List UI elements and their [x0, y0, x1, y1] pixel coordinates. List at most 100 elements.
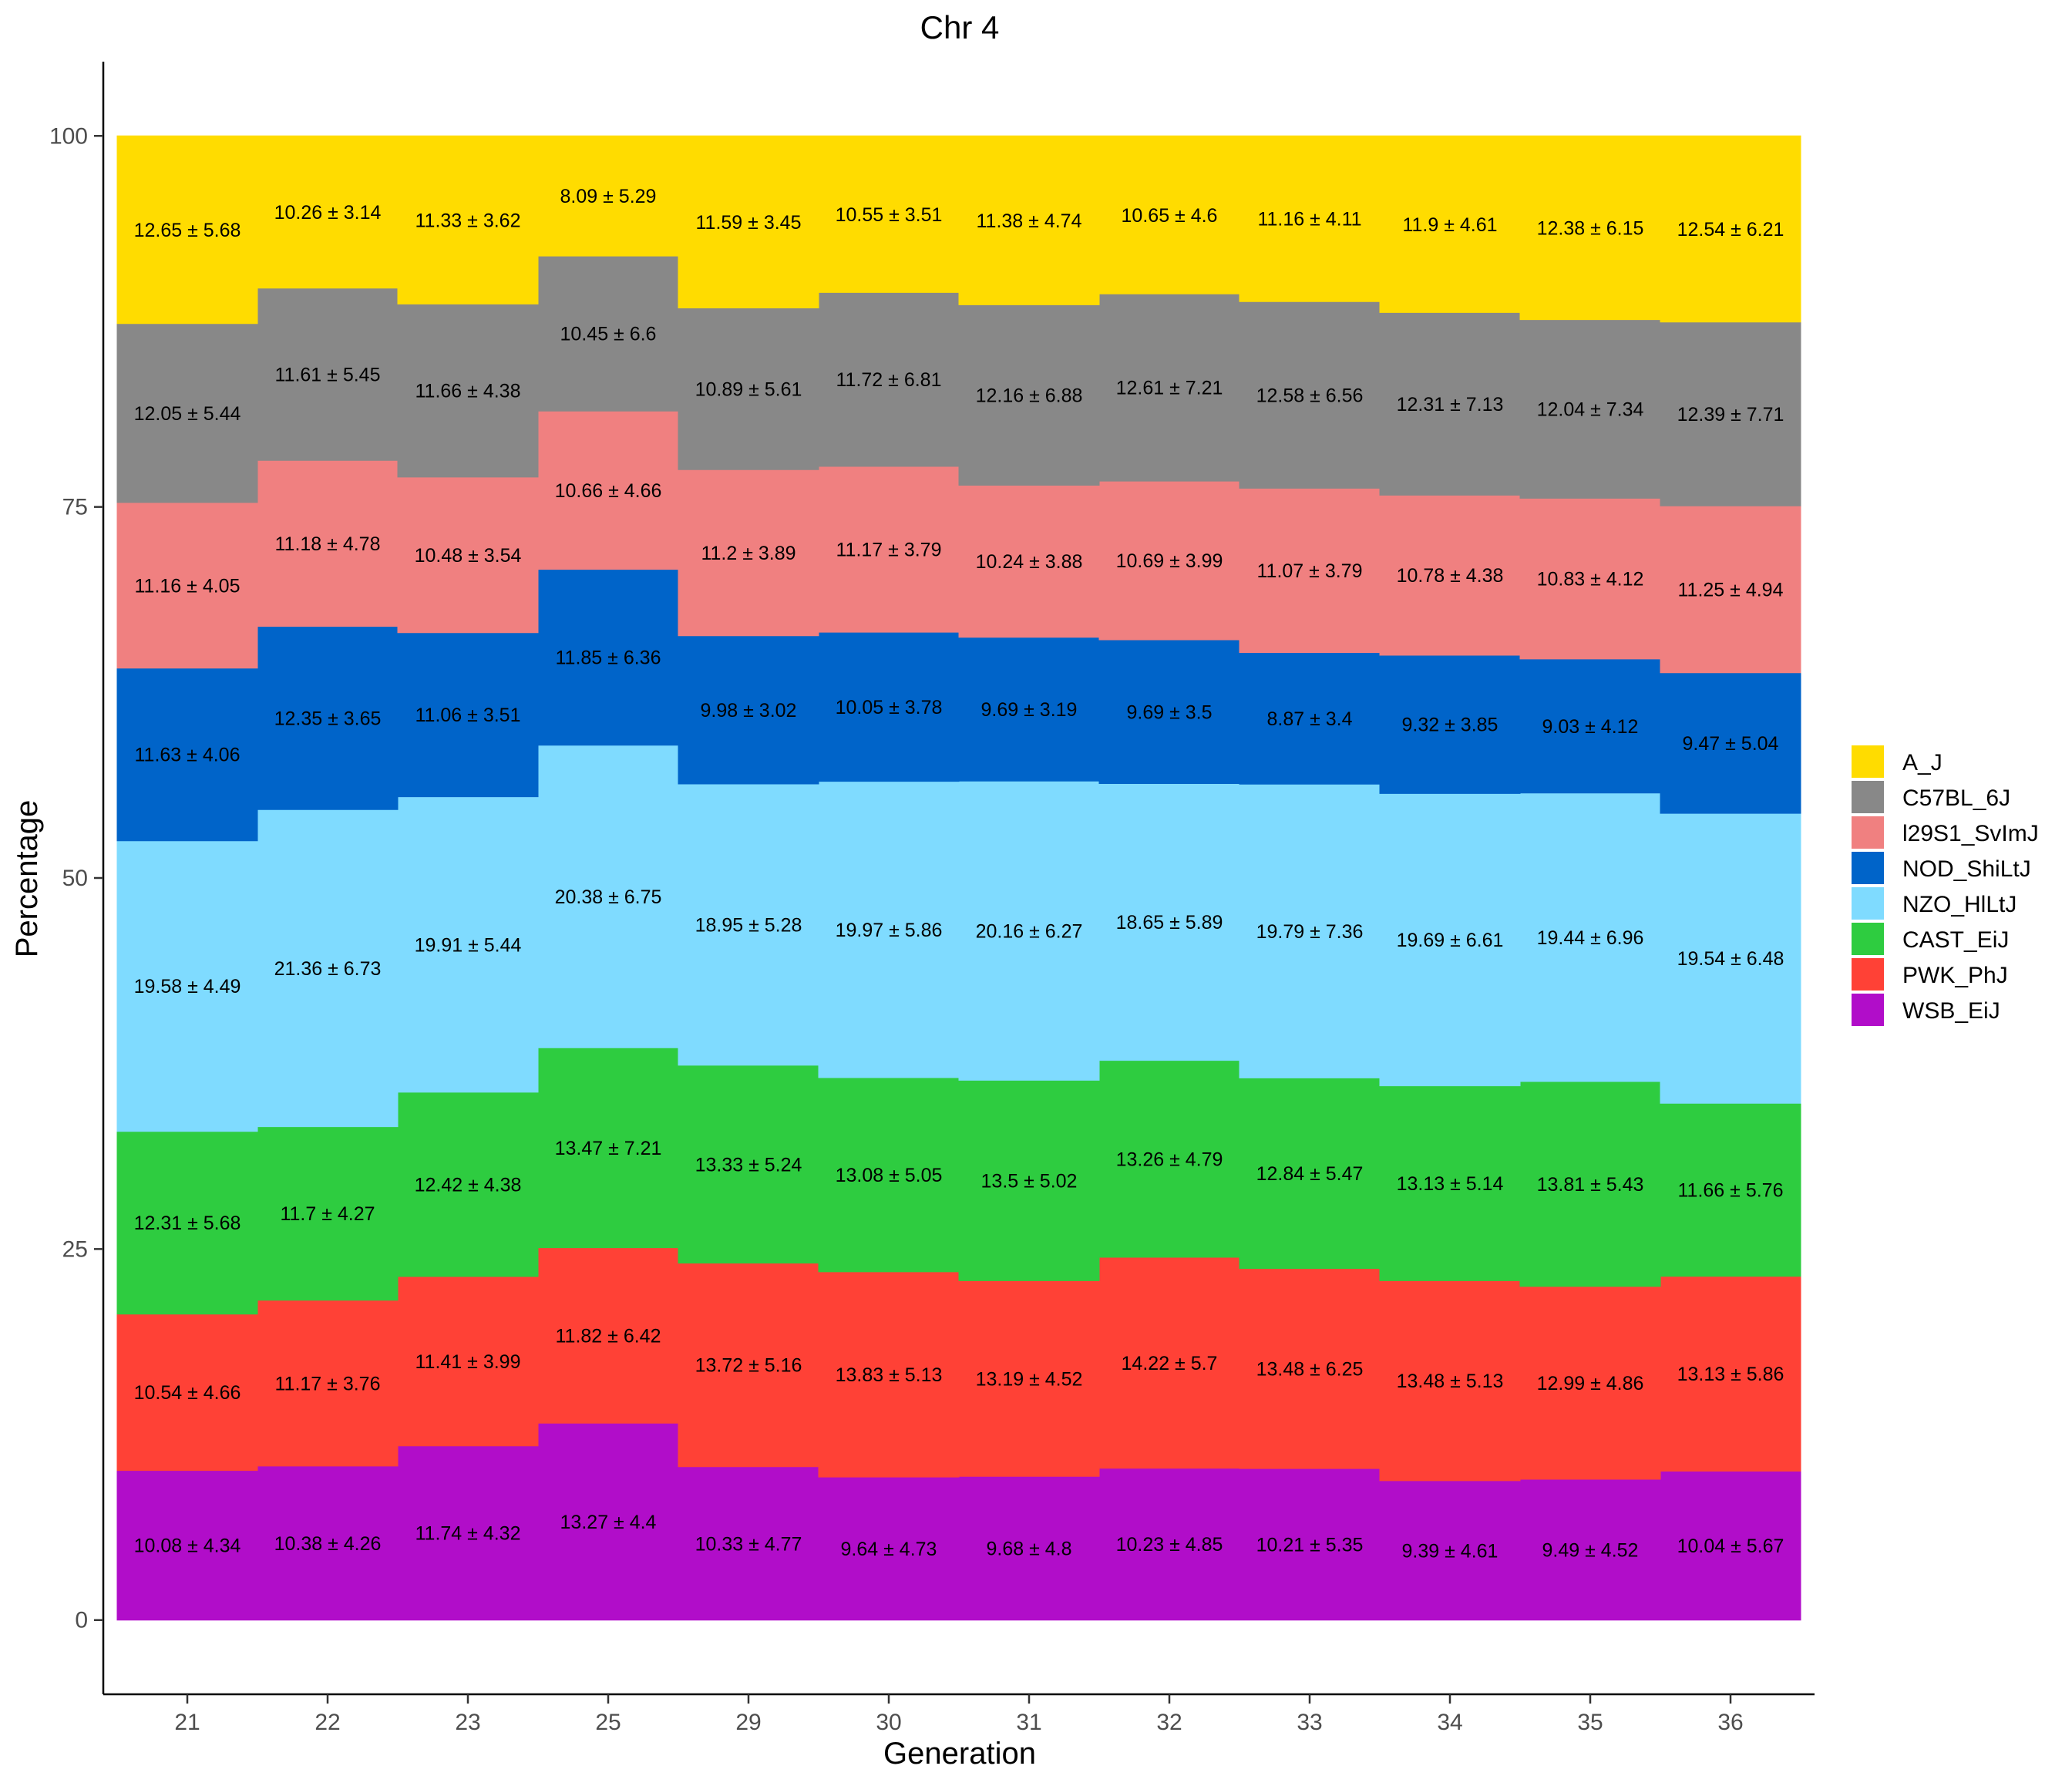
legend-swatch-l29S1_SvImJ	[1852, 816, 1884, 849]
segment-label-NZO_HlLtJ-31: 20.16 ± 6.27	[976, 920, 1083, 942]
segment-label-NOD_ShiLtJ-22: 12.35 ± 3.65	[274, 708, 382, 730]
legend-swatch-NZO_HlLtJ	[1852, 887, 1884, 920]
segment-label-A_J-35: 12.38 ± 6.15	[1537, 217, 1644, 239]
segment-label-l29S1_SvImJ-35: 10.83 ± 4.12	[1537, 569, 1644, 590]
segment-label-A_J-22: 10.26 ± 3.14	[274, 202, 382, 224]
segment-label-NOD_ShiLtJ-31: 9.69 ± 3.19	[981, 699, 1078, 721]
segment-label-CAST_EiJ-25: 13.47 ± 7.21	[555, 1138, 662, 1159]
segment-label-C57BL_6J-30: 11.72 ± 6.81	[836, 369, 942, 391]
segment-label-NOD_ShiLtJ-32: 9.69 ± 3.5	[1126, 701, 1212, 723]
x-tick-label-32: 32	[1156, 1710, 1182, 1735]
segment-label-NOD_ShiLtJ-21: 11.63 ± 4.06	[135, 745, 240, 766]
segment-label-PWK_PhJ-22: 11.17 ± 3.76	[275, 1373, 381, 1394]
segment-label-NZO_HlLtJ-29: 18.95 ± 5.28	[695, 915, 802, 937]
legend-swatch-CAST_EiJ	[1852, 923, 1884, 955]
segment-label-l29S1_SvImJ-30: 11.17 ± 3.79	[836, 540, 942, 561]
segment-label-NZO_HlLtJ-35: 19.44 ± 6.96	[1537, 927, 1644, 949]
segment-label-l29S1_SvImJ-32: 10.69 ± 3.99	[1116, 550, 1223, 572]
x-tick-label-29: 29	[735, 1710, 761, 1735]
segment-label-NZO_HlLtJ-36: 19.54 ± 6.48	[1677, 948, 1784, 970]
segment-label-A_J-36: 12.54 ± 6.21	[1677, 219, 1784, 240]
x-tick-label-33: 33	[1297, 1710, 1322, 1735]
segment-label-C57BL_6J-33: 12.58 ± 6.56	[1256, 385, 1364, 406]
segment-label-PWK_PhJ-30: 13.83 ± 5.13	[836, 1364, 943, 1386]
segment-label-WSB_EiJ-21: 10.08 ± 4.34	[134, 1536, 241, 1557]
segment-label-l29S1_SvImJ-25: 10.66 ± 4.66	[555, 480, 662, 502]
segment-label-PWK_PhJ-35: 12.99 ± 4.86	[1537, 1373, 1644, 1394]
segment-label-WSB_EiJ-32: 10.23 ± 4.85	[1116, 1534, 1223, 1556]
segment-label-PWK_PhJ-23: 11.41 ± 3.99	[415, 1351, 521, 1373]
x-ticks: 21 22 23 25 29 30 31 32 33 34 35 36	[174, 1694, 1744, 1735]
segment-label-CAST_EiJ-30: 13.08 ± 5.05	[836, 1165, 943, 1186]
y-tick-label-50: 50	[62, 866, 88, 891]
x-tick-label-31: 31	[1016, 1710, 1041, 1735]
segment-label-A_J-33: 11.16 ± 4.11	[1257, 209, 1361, 230]
segment-label-A_J-31: 11.38 ± 4.74	[977, 210, 1082, 232]
segment-label-C57BL_6J-23: 11.66 ± 4.38	[415, 381, 521, 402]
chart-title: Chr 4	[920, 9, 1000, 45]
legend-label-A_J: A_J	[1902, 750, 1942, 775]
segment-label-WSB_EiJ-29: 10.33 ± 4.77	[695, 1533, 802, 1555]
segment-label-C57BL_6J-35: 12.04 ± 7.34	[1537, 399, 1644, 421]
segment-label-PWK_PhJ-29: 13.72 ± 5.16	[695, 1355, 802, 1377]
legend-swatch-WSB_EiJ	[1852, 994, 1884, 1026]
legend-swatch-PWK_PhJ	[1852, 958, 1884, 991]
segment-label-WSB_EiJ-22: 10.38 ± 4.26	[274, 1533, 382, 1555]
segment-label-NOD_ShiLtJ-30: 10.05 ± 3.78	[836, 697, 943, 718]
legend-label-C57BL_6J: C57BL_6J	[1902, 785, 2010, 811]
segment-label-NOD_ShiLtJ-36: 9.47 ± 5.04	[1683, 733, 1779, 755]
segment-label-l29S1_SvImJ-23: 10.48 ± 3.54	[415, 545, 522, 567]
segment-label-CAST_EiJ-22: 11.7 ± 4.27	[280, 1203, 375, 1225]
segment-label-WSB_EiJ-36: 10.04 ± 5.67	[1677, 1536, 1784, 1557]
segment-label-NOD_ShiLtJ-25: 11.85 ± 6.36	[556, 648, 661, 669]
area-A_J	[116, 135, 1801, 325]
segment-label-NZO_HlLtJ-34: 19.69 ± 6.61	[1397, 930, 1504, 951]
y-tick-label-100: 100	[49, 123, 88, 149]
series-A_J	[116, 135, 1801, 325]
segment-label-C57BL_6J-34: 12.31 ± 7.13	[1397, 394, 1504, 415]
segment-label-WSB_EiJ-33: 10.21 ± 5.35	[1256, 1534, 1364, 1556]
segment-label-C57BL_6J-21: 12.05 ± 5.44	[134, 403, 241, 425]
y-axis-title: Percentage	[10, 800, 44, 958]
segment-label-C57BL_6J-25: 10.45 ± 6.6	[560, 324, 657, 345]
segment-label-C57BL_6J-32: 12.61 ± 7.21	[1116, 378, 1223, 399]
segment-label-A_J-23: 11.33 ± 3.62	[415, 210, 521, 231]
x-tick-label-30: 30	[876, 1710, 901, 1735]
segment-label-CAST_EiJ-31: 13.5 ± 5.02	[981, 1170, 1078, 1192]
segment-label-PWK_PhJ-25: 11.82 ± 6.42	[556, 1325, 661, 1347]
y-ticks: 0 25 50 75 100	[49, 123, 103, 1633]
plot-areas	[116, 135, 1801, 1621]
x-tick-label-21: 21	[174, 1710, 200, 1735]
legend: A_J C57BL_6J l29S1_SvImJ NOD_ShiLtJ NZO_HlLt…	[1852, 745, 2039, 1026]
segment-label-CAST_EiJ-34: 13.13 ± 5.14	[1397, 1173, 1504, 1195]
segment-label-NOD_ShiLtJ-23: 11.06 ± 3.51	[415, 705, 521, 726]
segment-label-WSB_EiJ-31: 9.68 ± 4.8	[986, 1539, 1071, 1560]
legend-label-NOD_ShiLtJ: NOD_ShiLtJ	[1902, 856, 2031, 882]
legend-swatch-C57BL_6J	[1852, 781, 1884, 813]
segment-label-NOD_ShiLtJ-35: 9.03 ± 4.12	[1542, 716, 1639, 738]
segment-label-C57BL_6J-22: 11.61 ± 5.45	[275, 365, 381, 386]
y-tick-label-0: 0	[75, 1608, 88, 1633]
segment-label-A_J-34: 11.9 ± 4.61	[1402, 214, 1497, 236]
segment-label-l29S1_SvImJ-21: 11.16 ± 4.05	[135, 575, 240, 597]
segment-label-WSB_EiJ-35: 9.49 ± 4.52	[1542, 1539, 1639, 1561]
segment-label-A_J-25: 8.09 ± 5.29	[560, 186, 657, 207]
segment-label-CAST_EiJ-21: 12.31 ± 5.68	[134, 1213, 241, 1234]
x-tick-label-36: 36	[1717, 1710, 1743, 1735]
segment-label-l29S1_SvImJ-33: 11.07 ± 3.79	[1257, 560, 1363, 582]
legend-swatch-NOD_ShiLtJ	[1852, 852, 1884, 884]
y-tick-label-75: 75	[62, 495, 88, 520]
segment-label-l29S1_SvImJ-34: 10.78 ± 4.38	[1397, 565, 1504, 587]
segment-label-A_J-30: 10.55 ± 3.51	[836, 204, 943, 226]
segment-label-PWK_PhJ-32: 14.22 ± 5.7	[1122, 1353, 1218, 1374]
segment-label-C57BL_6J-36: 12.39 ± 7.71	[1677, 404, 1784, 426]
segment-label-NOD_ShiLtJ-33: 8.87 ± 3.4	[1266, 708, 1352, 730]
x-axis-title: Generation	[883, 1737, 1036, 1771]
x-tick-label-34: 34	[1437, 1710, 1462, 1735]
segment-label-PWK_PhJ-21: 10.54 ± 4.66	[134, 1382, 241, 1404]
segment-label-CAST_EiJ-32: 13.26 ± 4.79	[1116, 1149, 1223, 1170]
segment-label-CAST_EiJ-23: 12.42 ± 4.38	[415, 1175, 522, 1196]
segment-label-C57BL_6J-31: 12.16 ± 6.88	[976, 385, 1083, 407]
segment-label-CAST_EiJ-35: 13.81 ± 5.43	[1537, 1174, 1644, 1196]
